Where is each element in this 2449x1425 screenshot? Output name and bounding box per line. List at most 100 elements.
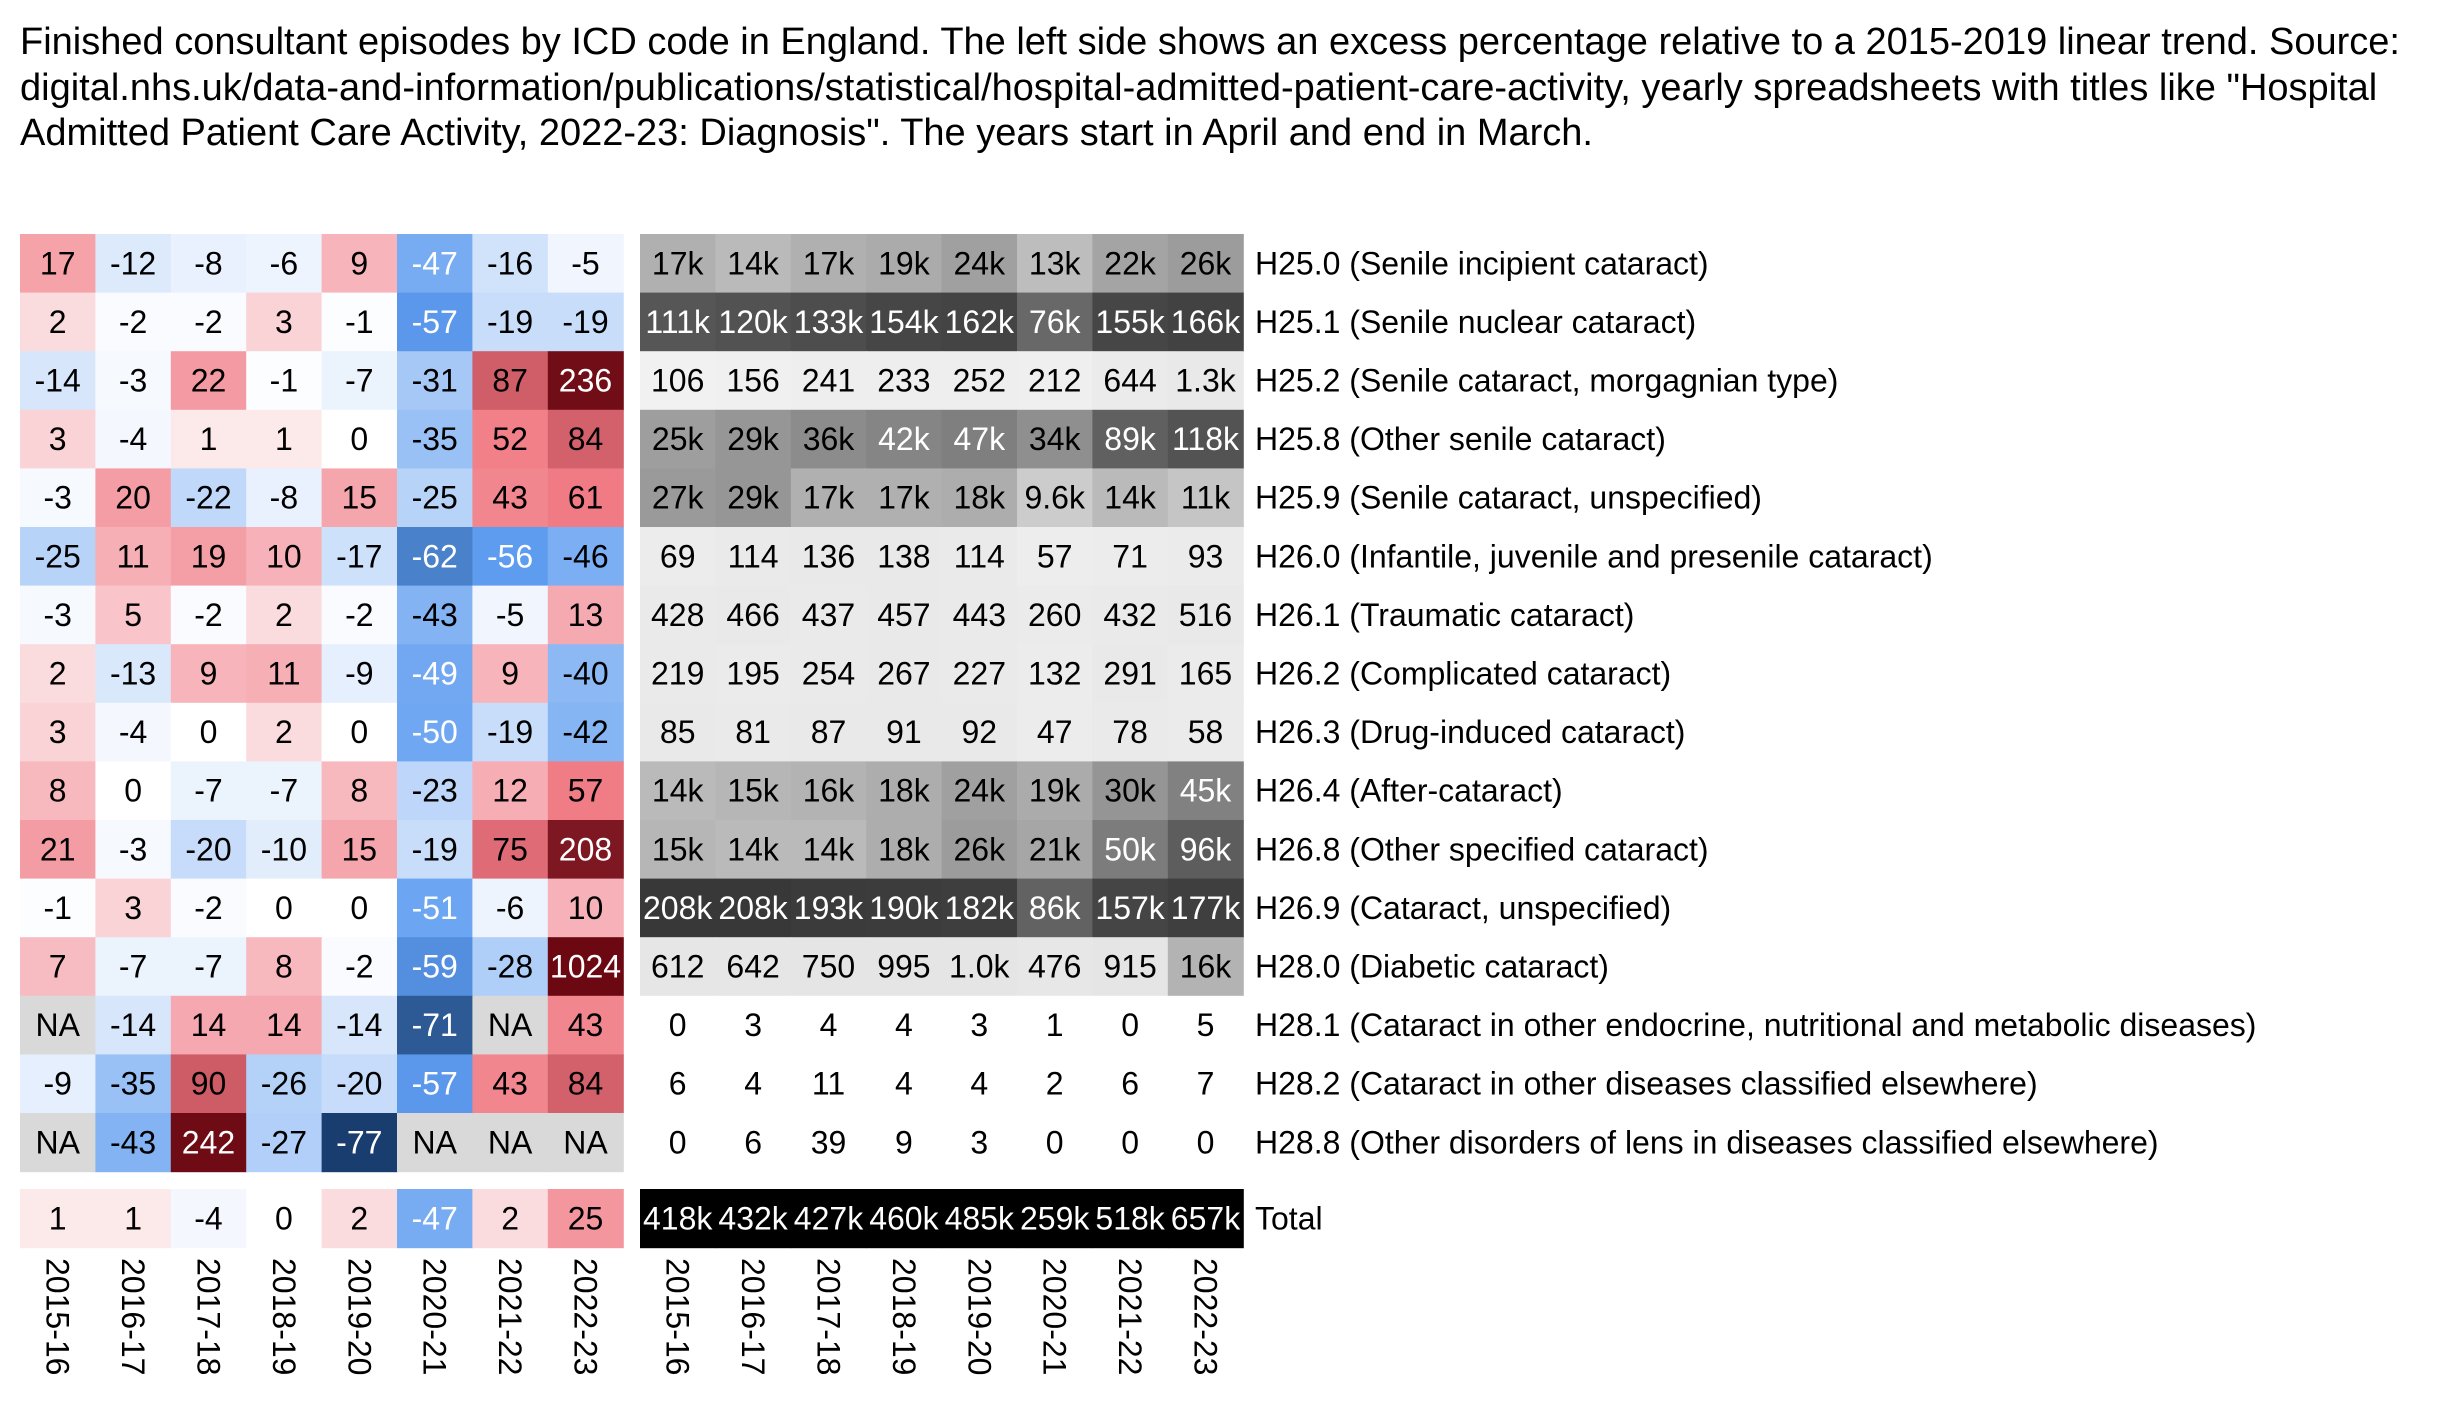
total-count-label: 427k [794,1200,864,1236]
total-count-label: 485k [945,1200,1015,1236]
row-15-excess-cell [95,1113,172,1173]
row-6-excess-cell [397,585,473,645]
total-count-cell [1092,1189,1169,1249]
row-0-excess-label: -12 [110,245,156,281]
row-4-row-label: H25.9 (Senile cataract, unspecified) [1255,480,1762,516]
row-13-excess-label: NA [488,1007,533,1043]
row-10-excess-label: 21 [40,831,76,867]
count-year-tick-label: 2018-19 [886,1258,922,1375]
row-4-count-cell [715,468,792,528]
row-12-excess-label: 1024 [550,949,621,985]
row-12-count-cell [1092,937,1169,997]
row-3-excess-label: 3 [49,421,67,457]
row-2-excess-label: -7 [345,363,373,399]
row-14-count-cell [941,1054,1018,1114]
row-15-excess-cell [20,1113,96,1173]
row-8-excess-cell [547,702,624,762]
row-4-excess-label: 15 [342,480,378,516]
row-6-count-cell [1017,585,1093,645]
row-10-count-label: 15k [652,831,705,867]
row-2-excess-label: -14 [35,363,81,399]
row-4-count-cell [866,468,943,528]
row-6-count-label: 437 [802,597,855,633]
row-12-excess-cell [170,937,247,997]
row-14-count-label: 11 [812,1066,845,1102]
row-10-count-cell [1092,820,1169,880]
row-15-count-cell [640,1113,716,1173]
row-4-excess-label: -25 [412,480,458,516]
excess-year-tick-label: 2021-22 [492,1258,528,1375]
row-7-excess-cell [170,644,247,704]
row-6-count-label: 516 [1179,597,1232,633]
row-13-count-cell [866,995,943,1055]
row-8-count-cell [790,702,867,762]
row-9-excess-cell [246,761,323,821]
row-3-excess-cell [472,409,549,469]
row-7-excess-label: -40 [562,656,608,692]
row-6-excess-label: 5 [124,597,142,633]
row-5-count-cell [790,527,867,587]
row-3-count-cell [1017,409,1093,469]
row-9-excess-label: 8 [49,773,67,809]
row-7-count-label: 291 [1103,656,1156,692]
total-count-cell [790,1189,867,1249]
total-count-cell [1167,1189,1244,1249]
row-6-excess-label: 13 [568,597,604,633]
row-4-excess-cell [547,468,624,528]
row-11-excess-label: 10 [568,890,604,926]
row-10-excess-cell [246,820,323,880]
row-11-excess-cell [95,878,172,938]
row-10-excess-cell [472,820,549,880]
row-5-excess-cell [95,527,172,587]
row-5-row-label: H26.0 (Infantile, juvenile and presenile… [1255,538,1933,574]
row-8-excess-cell [246,702,323,762]
row-15-excess-label: NA [488,1124,533,1160]
row-14-count-label: 6 [1121,1066,1139,1102]
row-8-count-cell [1167,702,1244,762]
row-14-excess-cell [20,1054,96,1114]
row-8-excess-label: 0 [350,714,368,750]
row-11-count-cell [1167,878,1244,938]
row-12-count-cell [941,937,1018,997]
row-12-count-cell [866,937,943,997]
row-6-count-cell [941,585,1018,645]
row-10-excess-label: 15 [342,831,378,867]
row-1-count-label: 120k [718,304,788,340]
row-13-excess-cell [246,995,323,1055]
row-7-count-cell [1017,644,1093,704]
row-10-row-label: H26.8 (Other specified cataract) [1255,831,1709,867]
row-0-count-label: 14k [727,245,780,281]
row-4-count-cell [1167,468,1244,528]
row-4-excess-label: -22 [185,480,231,516]
row-9-excess-label: -7 [270,773,298,809]
row-10-excess-label: -3 [119,831,147,867]
row-11-count-cell [790,878,867,938]
row-5-count-cell [1017,527,1093,587]
row-5-excess-label: -25 [35,538,81,574]
row-13-excess-cell [397,995,473,1055]
row-13-count-label: 3 [970,1007,988,1043]
row-15-excess-cell [397,1113,473,1173]
row-9-count-label: 14k [652,773,705,809]
row-0-excess-cell [246,234,323,294]
row-1-count-label: 76k [1029,304,1082,340]
row-11-count-cell [1092,878,1169,938]
row-14-count-cell [866,1054,943,1114]
row-5-excess-cell [397,527,473,587]
row-13-excess-cell [95,995,172,1055]
row-5-count-label: 71 [1112,538,1148,574]
row-0-excess-cell [547,234,624,294]
row-11-excess-label: -1 [43,890,71,926]
row-9-count-label: 19k [1029,773,1082,809]
row-10-excess-cell [95,820,172,880]
row-14-count-label: 4 [744,1066,762,1102]
row-11-count-label: 208k [643,890,713,926]
total-count-label: 460k [869,1200,939,1236]
row-8-excess-label: -42 [562,714,608,750]
row-14-excess-cell [246,1054,323,1114]
row-14-excess-label: -57 [412,1066,458,1102]
row-4-count-cell [1017,468,1093,528]
row-0-excess-cell [20,234,96,294]
row-0-excess-label: -47 [412,245,458,281]
row-2-excess-label: -3 [119,363,147,399]
